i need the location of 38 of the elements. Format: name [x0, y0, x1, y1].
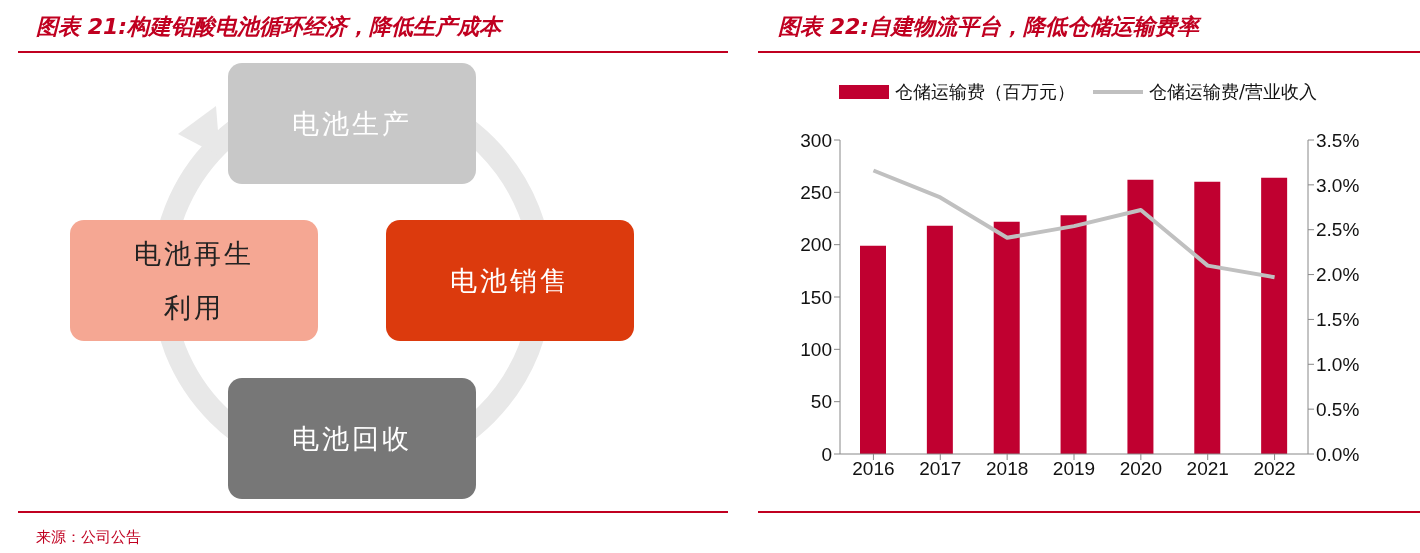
legend-label: 仓储运输费（百万元）	[893, 80, 1075, 104]
y2-tick-label: 0.0%	[1316, 443, 1360, 465]
bar	[860, 245, 886, 454]
source-note: 来源：公司公告	[36, 528, 141, 547]
bar	[1127, 179, 1154, 454]
x-tick-label: 2021	[1186, 458, 1229, 480]
y-tick-label: 200	[800, 234, 832, 256]
category-label: 电池销售	[449, 263, 571, 298]
y-tick-label: 0	[821, 443, 832, 465]
category-label: 电池再生利用	[133, 236, 255, 325]
y2-tick-label: 3.5%	[1316, 129, 1360, 151]
category-label: 电池回收	[291, 421, 413, 456]
x-tick-label: 2020	[1119, 458, 1162, 480]
y-tick-label: 50	[810, 391, 832, 413]
bar	[1060, 215, 1087, 454]
y2-tick-label: 0.5%	[1316, 398, 1360, 420]
text: 图表 21:构建铅酸电池循环经济，降低生产成本	[36, 13, 502, 41]
y2-tick-label: 2.5%	[1316, 219, 1360, 241]
chart-title: 图表 22:自建物流平台，降低仓储运输费率	[778, 13, 1200, 41]
bar	[926, 225, 953, 454]
y-tick-label: 250	[800, 182, 832, 204]
y2-tick-label: 3.0%	[1316, 174, 1360, 196]
legend-label: 仓储运输费/营业收入	[1147, 80, 1318, 104]
y2-tick-label: 1.0%	[1316, 354, 1360, 376]
y-tick-label: 150	[800, 286, 832, 308]
y2-tick-label: 2.0%	[1316, 264, 1360, 286]
bar	[1261, 177, 1288, 454]
bar	[1194, 181, 1221, 454]
x-tick-label: 2019	[1052, 458, 1096, 480]
x-tick-label: 2018	[986, 458, 1029, 480]
x-tick-label: 2016	[852, 458, 895, 480]
x-tick-label: 2017	[919, 458, 962, 480]
y-tick-label: 300	[800, 129, 832, 151]
y2-tick-label: 1.5%	[1316, 309, 1360, 331]
bar	[993, 221, 1020, 454]
x-tick-label: 2022	[1253, 458, 1296, 480]
y-tick-label: 100	[800, 339, 832, 361]
line-series	[871, 168, 1277, 280]
